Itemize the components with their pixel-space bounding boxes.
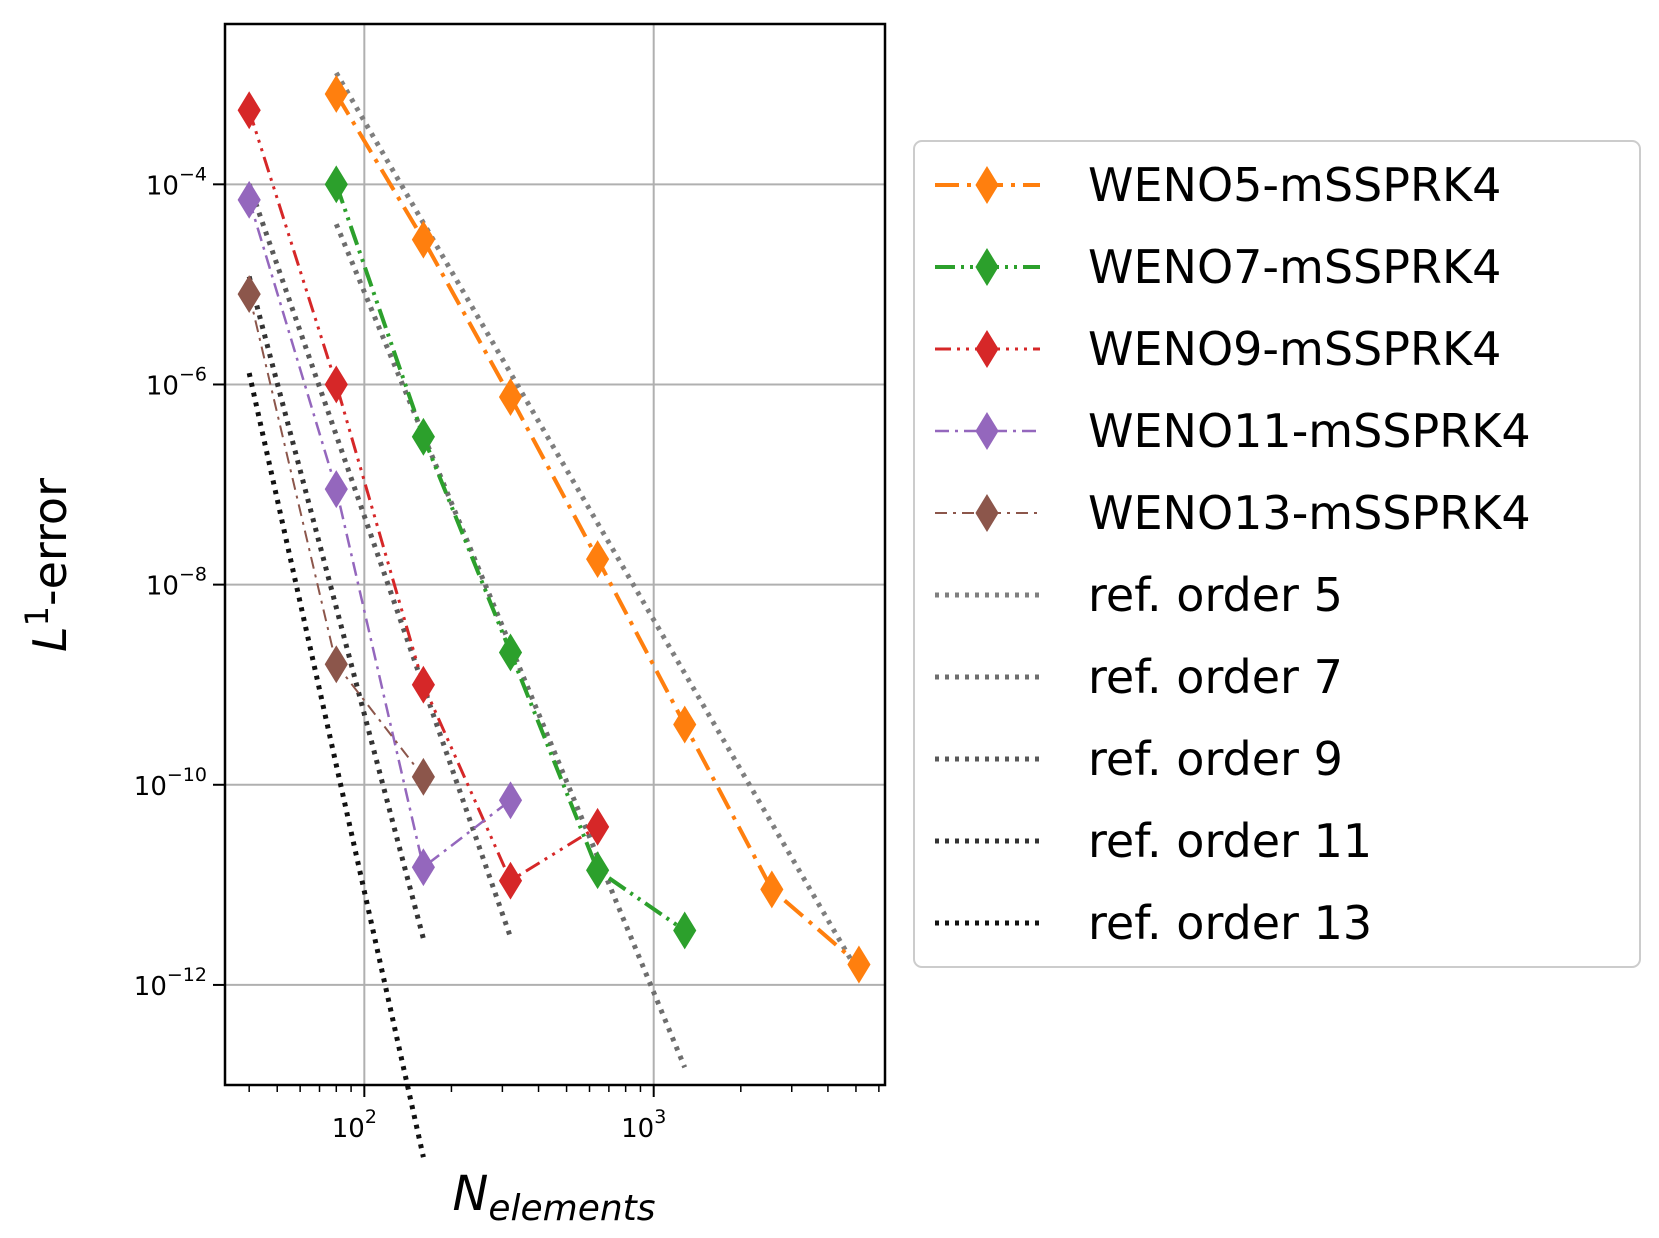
grid [225, 24, 885, 1085]
series-line [333, 223, 688, 1069]
data-point-marker [760, 870, 784, 909]
data-point-marker [975, 494, 999, 532]
data-point-marker [411, 757, 435, 796]
series-line [247, 199, 512, 869]
x-axis-title-sub: elements [488, 1188, 655, 1229]
x-tick-label: 102 [332, 1106, 377, 1144]
series-ref-order-13 [246, 372, 426, 1158]
plot-series [237, 71, 871, 1158]
series-weno9-mssprk4 [237, 91, 610, 900]
data-point-marker [586, 540, 610, 579]
data-point-marker [237, 180, 261, 219]
x-axis: 102 103 [248, 1085, 880, 1144]
data-point-marker [324, 165, 348, 204]
x-axis-title: Nelements [452, 1166, 655, 1229]
y-tick-label-exp: −6 [179, 363, 207, 385]
data-point-marker [498, 861, 523, 900]
y-tick-label: 10−6 [146, 363, 207, 401]
y-axis-title-main: L [23, 626, 77, 652]
legend-label: WENO9-mSSPRK4 [1088, 322, 1501, 376]
series-ref-order-9 [246, 183, 513, 938]
y-axis-title-sup: 1 [18, 606, 56, 626]
legend-label: ref. order 13 [1088, 896, 1372, 950]
legend-item: ref. order 9 [935, 732, 1343, 786]
legend-item: WENO11-mSSPRK4 [935, 404, 1531, 458]
legend: WENO5-mSSPRK4 WENO7-mSSPRK4 WENO9-mSSPRK4 W… [913, 140, 1641, 968]
data-point-marker [975, 248, 999, 286]
y-tick-label-base: 10 [146, 572, 179, 602]
legend-item: WENO9-mSSPRK4 [935, 322, 1501, 376]
series-weno7-mssprk4 [324, 165, 697, 950]
y-tick-label-exp: −10 [167, 764, 207, 786]
y-tick-label-exp: −12 [167, 964, 207, 986]
y-tick-label-base: 10 [134, 772, 167, 802]
y-tick-label: 10−4 [146, 163, 207, 201]
y-tick-label-base: 10 [146, 371, 179, 401]
legend-label: ref. order 9 [1088, 732, 1343, 786]
legend-item: ref. order 13 [935, 896, 1372, 950]
series-ref-order-11 [246, 275, 426, 940]
data-point-marker [411, 220, 435, 259]
x-tick-label-exp: 2 [365, 1106, 377, 1128]
legend-frame [913, 140, 1641, 968]
legend-label: ref. order 11 [1088, 814, 1372, 868]
y-tick-label-base: 10 [146, 171, 179, 201]
data-point-marker [411, 665, 435, 704]
data-point-marker [847, 945, 871, 984]
data-point-marker [324, 74, 348, 113]
series-line [246, 275, 426, 940]
y-tick-label: 10−10 [134, 764, 207, 802]
legend-label: WENO13-mSSPRK4 [1088, 486, 1531, 540]
data-point-marker [586, 851, 610, 890]
x-tick-label-exp: 3 [654, 1106, 666, 1128]
series-weno11-mssprk4 [237, 180, 523, 887]
legend-item: ref. order 7 [935, 650, 1343, 704]
data-point-marker [498, 378, 523, 416]
data-point-marker [975, 330, 999, 368]
legend-label: WENO11-mSSPRK4 [1088, 404, 1531, 458]
y-tick-label: 10−8 [146, 564, 207, 602]
data-point-marker [411, 417, 435, 456]
data-point-marker [498, 781, 523, 820]
plot-frame [223, 22, 887, 1087]
series-weno13-mssprk4 [237, 275, 435, 796]
legend-item: WENO7-mSSPRK4 [935, 240, 1501, 294]
data-point-marker [673, 705, 697, 744]
legend-item: WENO13-mSSPRK4 [935, 486, 1531, 540]
legend-label: ref. order 7 [1088, 650, 1343, 704]
data-point-marker [586, 807, 610, 846]
series-ref-order-7 [333, 223, 688, 1069]
data-point-marker [237, 275, 261, 314]
data-point-marker [673, 911, 697, 950]
y-axis-title-post: -error [23, 478, 77, 606]
legend-label: WENO5-mSSPRK4 [1088, 158, 1501, 212]
legend-label: ref. order 5 [1088, 568, 1343, 622]
series-line [246, 372, 426, 1158]
x-tick-label-base: 10 [621, 1114, 654, 1144]
x-tick-label: 103 [621, 1106, 666, 1144]
y-tick-label: 10−12 [134, 964, 207, 1002]
legend-label: WENO7-mSSPRK4 [1088, 240, 1501, 294]
data-point-marker [498, 633, 523, 672]
data-point-marker [411, 848, 435, 887]
data-point-marker [324, 470, 348, 509]
data-point-marker [324, 365, 348, 404]
series-weno5-mssprk4 [324, 74, 871, 984]
x-axis-title-main: N [452, 1166, 488, 1222]
series-line [246, 183, 513, 938]
data-point-marker [975, 412, 999, 450]
x-tick-label-base: 10 [332, 1114, 365, 1144]
data-point-marker [975, 166, 999, 204]
legend-item: WENO5-mSSPRK4 [935, 158, 1501, 212]
y-tick-label-exp: −4 [179, 163, 207, 185]
legend-item: ref. order 5 [935, 568, 1343, 622]
legend-item: ref. order 11 [935, 814, 1372, 868]
y-tick-label-exp: −8 [179, 564, 207, 586]
data-point-marker [324, 645, 348, 684]
y-axis-title: L1-error [18, 478, 77, 652]
y-tick-label-base: 10 [134, 972, 167, 1002]
data-point-marker [237, 91, 261, 130]
